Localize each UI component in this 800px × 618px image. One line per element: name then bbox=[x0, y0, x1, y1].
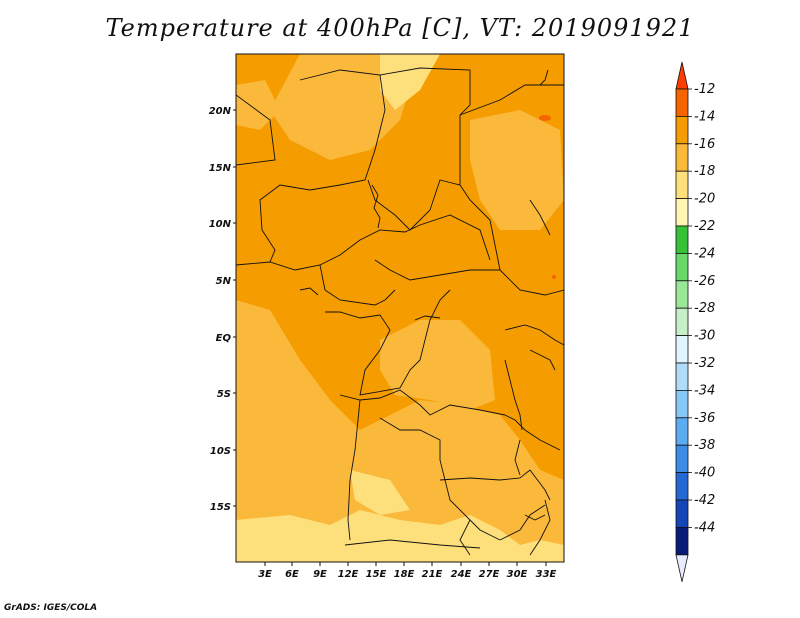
lat-tick-label: 10N bbox=[209, 219, 232, 230]
colorbar-label: -44 bbox=[694, 520, 715, 535]
lon-tick-label: 12E bbox=[338, 569, 359, 580]
lon-tick-label: 15E bbox=[366, 569, 387, 580]
colorbar-segment bbox=[675, 116, 689, 145]
lat-tick-label: 5S bbox=[217, 389, 231, 400]
lat-tick-label: 15N bbox=[209, 163, 232, 174]
colorbar-label: -42 bbox=[694, 493, 715, 508]
lat-axis: 20N 15N 10N 5N EQ 5S 10S 15S bbox=[209, 106, 236, 513]
temperature-field bbox=[236, 54, 564, 562]
colorbar-label: -14 bbox=[694, 109, 715, 124]
colorbar-segment bbox=[675, 170, 689, 199]
lon-tick-label: 6E bbox=[285, 569, 299, 580]
colorbar-label: -40 bbox=[694, 466, 715, 481]
colorbar-label: -30 bbox=[694, 329, 715, 344]
colorbar: -12 -14 -16 -18 -20 -22 -24 -26 -28 -30 -32 -34 -36 -… bbox=[675, 61, 715, 582]
colorbar-label: -24 bbox=[694, 246, 715, 261]
lon-tick-label: 21E bbox=[422, 569, 443, 580]
colorbar-segment bbox=[675, 335, 689, 364]
colorbar-label: -22 bbox=[694, 219, 715, 234]
colorbar-segment bbox=[675, 88, 689, 117]
lon-tick-label: 27E bbox=[479, 569, 500, 580]
lat-tick-label: EQ bbox=[216, 333, 232, 344]
colorbar-segment bbox=[675, 472, 689, 501]
lat-tick-label: 10S bbox=[210, 446, 231, 457]
lon-tick-label: 3E bbox=[258, 569, 272, 580]
country-borders bbox=[236, 67, 564, 556]
colorbar-segment bbox=[675, 417, 689, 446]
map-title: Temperature at 400hPa [C], VT: 201909192… bbox=[105, 14, 695, 42]
lat-tick-label: 5N bbox=[216, 276, 232, 287]
colorbar-label: -16 bbox=[694, 137, 715, 152]
grads-credit: GrADS: IGES/COLA bbox=[4, 603, 98, 613]
colorbar-segment bbox=[675, 307, 689, 337]
colorbar-segment bbox=[675, 499, 689, 528]
colorbar-segment bbox=[675, 527, 689, 556]
lon-tick-label: 30E bbox=[507, 569, 528, 580]
colorbar-label: -38 bbox=[694, 438, 715, 453]
lat-tick-label: 20N bbox=[209, 106, 232, 117]
colorbar-label: -36 bbox=[694, 411, 715, 426]
colorbar-segment bbox=[675, 362, 689, 391]
colorbar-label: -26 bbox=[694, 274, 715, 289]
colorbar-top-triangle bbox=[675, 61, 689, 90]
colorbar-segment bbox=[675, 389, 689, 419]
colorbar-segment bbox=[675, 198, 689, 227]
colorbar-label: -32 bbox=[694, 356, 715, 371]
lon-axis: 3E 6E 9E 12E 15E 18E 21E 24E 27E 30E 33E bbox=[258, 562, 557, 580]
colorbar-segment bbox=[675, 444, 689, 474]
lon-tick-label: 24E bbox=[451, 569, 472, 580]
colorbar-segment bbox=[675, 143, 689, 172]
colorbar-segment bbox=[675, 280, 689, 309]
colorbar-bottom-triangle bbox=[675, 554, 689, 582]
map-frame bbox=[235, 53, 565, 563]
colorbar-label: -20 bbox=[694, 192, 715, 207]
colorbar-label: -28 bbox=[694, 301, 715, 316]
colorbar-label: -18 bbox=[694, 164, 715, 179]
lon-tick-label: 9E bbox=[313, 569, 327, 580]
colorbar-label: -34 bbox=[694, 383, 715, 398]
colorbar-segment bbox=[675, 225, 689, 254]
colorbar-label: -12 bbox=[694, 82, 715, 97]
lon-tick-label: 18E bbox=[394, 569, 415, 580]
colorbar-segment bbox=[675, 252, 689, 282]
lat-tick-label: 15S bbox=[210, 502, 231, 513]
lon-tick-label: 33E bbox=[536, 569, 557, 580]
